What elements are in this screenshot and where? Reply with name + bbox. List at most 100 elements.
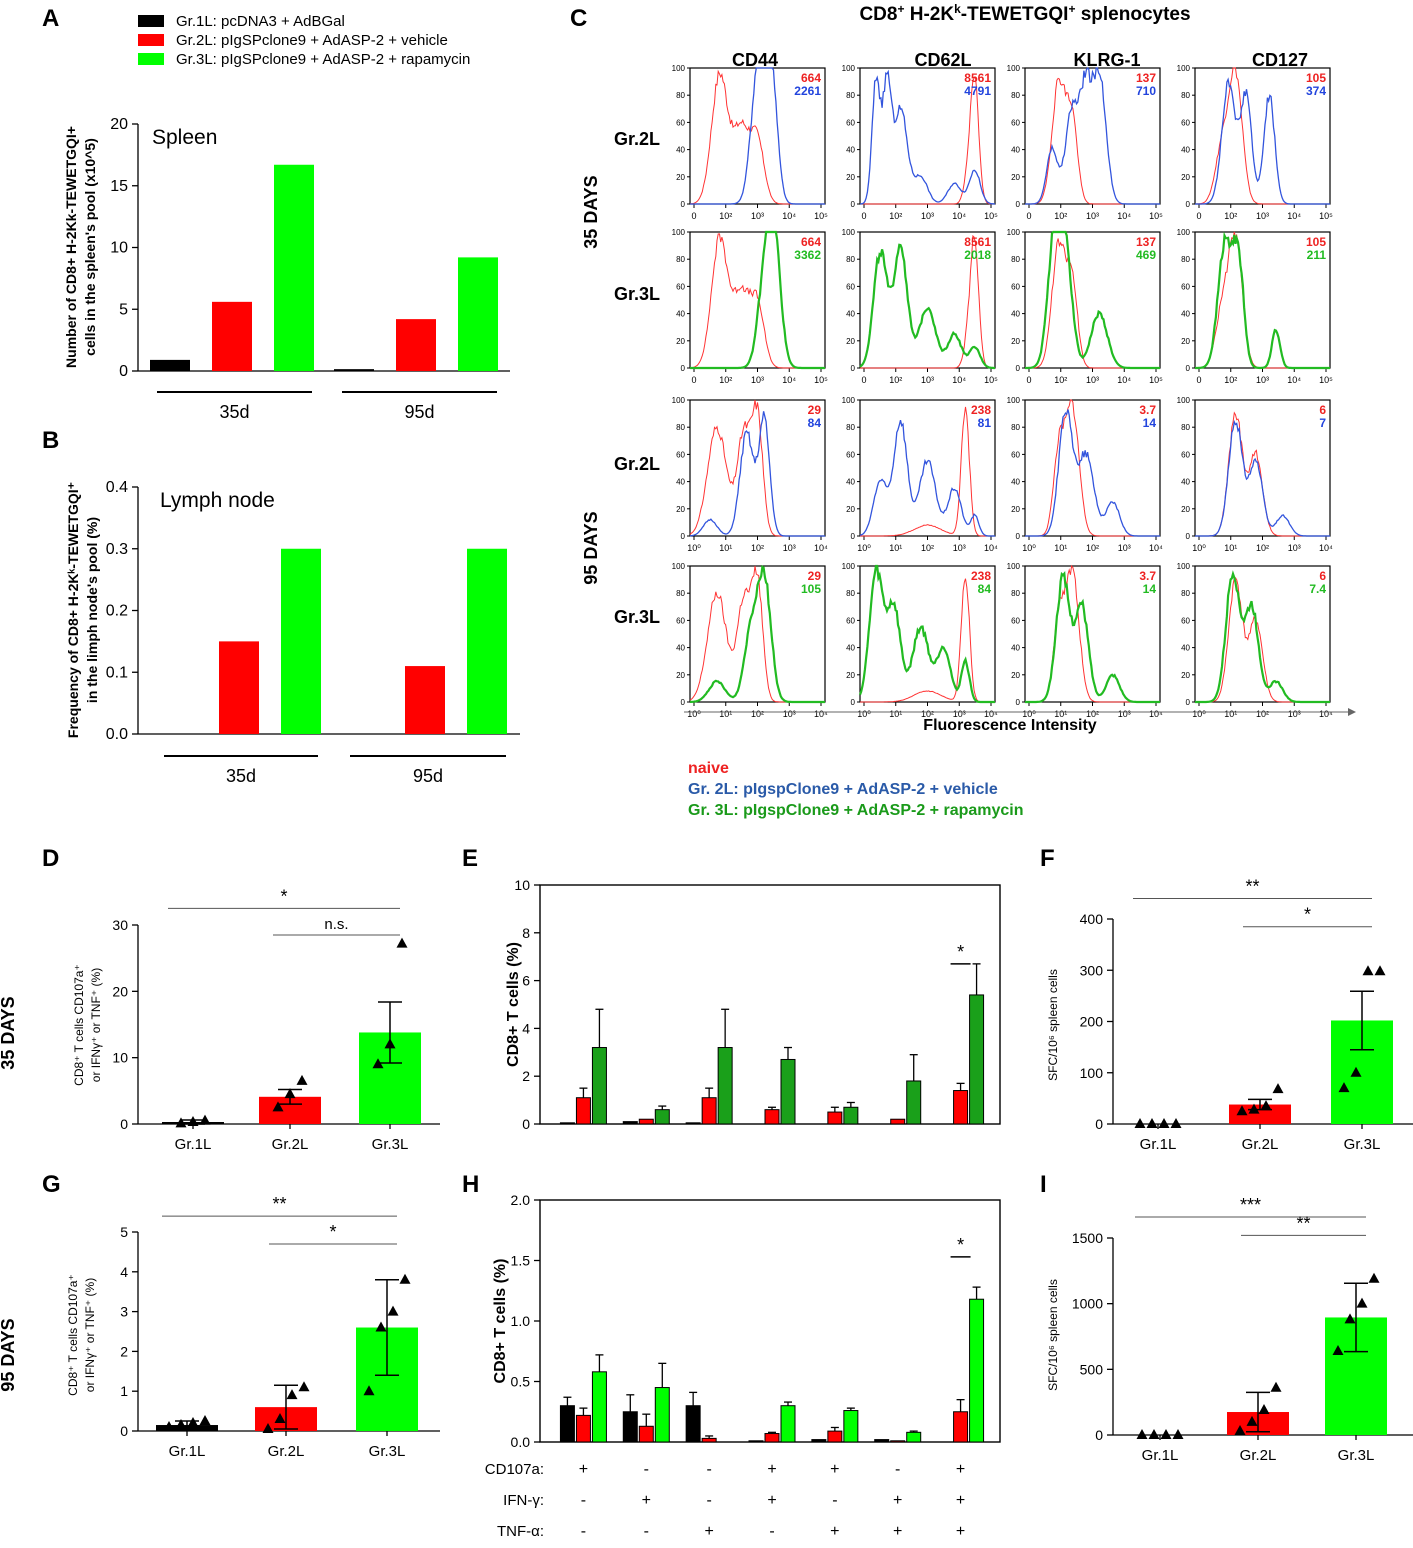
mfi-group: 2018 bbox=[964, 248, 991, 262]
flow-legend-gr3l: Gr. 3L: pIgspClone9 + AdASP-2 + rapamyci… bbox=[688, 802, 1024, 819]
histogram-box bbox=[859, 565, 996, 703]
panel-letter-G: G bbox=[42, 1171, 61, 1198]
histogram-y-tick-label: 20 bbox=[676, 505, 685, 514]
histogram-y-tick-label: 100 bbox=[1007, 64, 1021, 73]
table-cell: - bbox=[769, 1523, 774, 1540]
row-day-label-35: 35 DAYS bbox=[0, 996, 18, 1069]
table-cell: + bbox=[830, 1523, 839, 1540]
y-tick-label: 5 bbox=[119, 301, 128, 318]
flow-row-label: Gr.2L bbox=[614, 454, 660, 474]
bar-Gr.1L-95d bbox=[334, 369, 374, 371]
y-tick-label: 1.0 bbox=[511, 1313, 531, 1329]
flow-title-part: + bbox=[897, 2, 904, 16]
bar-Gr.3L bbox=[906, 1080, 922, 1125]
data-point bbox=[363, 1385, 375, 1396]
bar-Gr.3L bbox=[717, 1047, 733, 1125]
significance-label: * bbox=[957, 1235, 964, 1255]
panel-letter-B: B bbox=[42, 427, 59, 454]
x-tick-label: Gr.3L bbox=[1344, 1136, 1381, 1153]
histogram-y-tick-label: 20 bbox=[846, 173, 855, 182]
data-point bbox=[1350, 1066, 1362, 1077]
bar-Gr.3L bbox=[591, 1371, 607, 1443]
histogram-y-tick-label: 100 bbox=[1007, 228, 1021, 237]
mfi-group: 374 bbox=[1306, 84, 1326, 98]
data-point bbox=[1368, 1272, 1380, 1283]
table-cell: + bbox=[956, 1492, 965, 1509]
legend-label: Gr.3L: pIgSPclone9 + AdASP-2 + rapamycin bbox=[176, 51, 470, 68]
bar-Gr.2L bbox=[701, 1437, 717, 1443]
mfi-group: 84 bbox=[978, 582, 992, 596]
significance-label: ** bbox=[1245, 877, 1259, 897]
data-point bbox=[199, 1415, 211, 1426]
histogram-x-tick-label: 10³ bbox=[953, 543, 966, 553]
histogram-curve bbox=[690, 67, 825, 205]
histogram-y-tick-label: 60 bbox=[1181, 282, 1190, 291]
flow-row-label: Gr.2L bbox=[614, 129, 660, 149]
bar-Gr.2L bbox=[575, 1414, 591, 1443]
histogram-y-tick-label: 60 bbox=[846, 282, 855, 291]
histogram-y-tick-label: 20 bbox=[1011, 173, 1020, 182]
y-tick-label: 4 bbox=[120, 1264, 128, 1280]
histogram-y-tick-label: 0 bbox=[1186, 532, 1191, 541]
histogram-curve bbox=[1195, 419, 1330, 537]
group-label: 95d bbox=[413, 766, 443, 786]
panel-letter-A: A bbox=[42, 5, 59, 32]
histogram-y-tick-label: 0 bbox=[681, 200, 686, 209]
histogram-curve bbox=[860, 234, 995, 369]
flow-marker-CD62L: CD62L bbox=[914, 50, 971, 70]
data-point bbox=[1246, 1415, 1258, 1426]
histogram-y-tick-label: 80 bbox=[1011, 255, 1020, 264]
legend-swatch bbox=[138, 15, 164, 27]
bar-Gr.3L bbox=[843, 1410, 859, 1443]
mfi-naive: 29 bbox=[808, 569, 822, 583]
histogram-y-tick-label: 20 bbox=[1181, 671, 1190, 680]
row-day-label-95: 95 DAYS bbox=[0, 1318, 18, 1391]
mfi-naive: 3.7 bbox=[1139, 569, 1156, 583]
panel-letter-I: I bbox=[1040, 1171, 1047, 1198]
histogram-y-tick-label: 20 bbox=[1181, 505, 1190, 514]
y-axis-label: SFC/10⁶ spleen cells bbox=[1046, 1279, 1060, 1391]
y-tick-label: 4 bbox=[522, 1020, 530, 1036]
histogram-curve bbox=[859, 420, 995, 537]
mfi-group: 7 bbox=[1319, 416, 1326, 430]
y-tick-label: 1.5 bbox=[511, 1253, 531, 1269]
histogram-y-tick-label: 80 bbox=[1181, 255, 1190, 264]
bar-Gr.1L bbox=[622, 1411, 638, 1443]
bar-Gr.2L bbox=[890, 1440, 906, 1443]
mfi-naive: 105 bbox=[1306, 71, 1326, 85]
histogram-y-tick-label: 80 bbox=[1011, 91, 1020, 100]
histogram-x-tick-label: 10³ bbox=[1118, 543, 1131, 553]
table-cell: + bbox=[830, 1461, 839, 1478]
histogram-y-tick-label: 100 bbox=[842, 228, 856, 237]
y-axis-label: CD8⁺ T cells CD107a⁺ bbox=[72, 964, 86, 1086]
bar-Gr.3L bbox=[969, 994, 985, 1125]
table-cell: - bbox=[644, 1523, 649, 1540]
histogram-x-tick-label: 10⁵ bbox=[984, 211, 998, 221]
bar-Gr.1L bbox=[874, 1439, 890, 1443]
bar-Gr.1L bbox=[685, 1405, 701, 1443]
y-tick-label: 0 bbox=[120, 1116, 128, 1132]
histogram-x-tick-label: 10⁰ bbox=[857, 709, 871, 719]
histogram-curve bbox=[1025, 67, 1160, 205]
data-point bbox=[1260, 1100, 1272, 1111]
y-tick-label: 6 bbox=[522, 973, 530, 989]
bar-Gr.1L bbox=[622, 1121, 638, 1125]
histogram-x-tick-label: 10² bbox=[1224, 211, 1237, 221]
bar-Gr.2L bbox=[1229, 1104, 1291, 1124]
mfi-naive: 6 bbox=[1319, 403, 1326, 417]
histogram-x-tick-label: 10² bbox=[1086, 709, 1099, 719]
data-point bbox=[1248, 1103, 1260, 1114]
histogram-y-tick-label: 20 bbox=[846, 671, 855, 680]
histogram-x-tick-label: 10² bbox=[921, 543, 934, 553]
table-cell: + bbox=[704, 1523, 713, 1540]
y-tick-label: 0.2 bbox=[106, 603, 128, 620]
table-row-label: CD107a: bbox=[485, 1461, 544, 1478]
histogram-y-tick-label: 100 bbox=[672, 562, 686, 571]
histogram-y-tick-label: 100 bbox=[672, 396, 686, 405]
histogram-curve bbox=[859, 243, 995, 370]
histogram-x-tick-label: 10³ bbox=[921, 375, 934, 385]
y-axis-label: CD8⁺ T cells CD107a⁺ bbox=[66, 1274, 80, 1396]
histogram-y-tick-label: 80 bbox=[1181, 91, 1190, 100]
data-point bbox=[175, 1117, 187, 1128]
histogram-x-tick-label: 10⁴ bbox=[1149, 709, 1163, 719]
